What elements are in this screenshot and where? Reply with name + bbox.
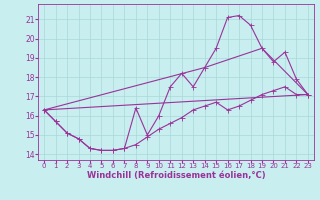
- X-axis label: Windchill (Refroidissement éolien,°C): Windchill (Refroidissement éolien,°C): [87, 171, 265, 180]
